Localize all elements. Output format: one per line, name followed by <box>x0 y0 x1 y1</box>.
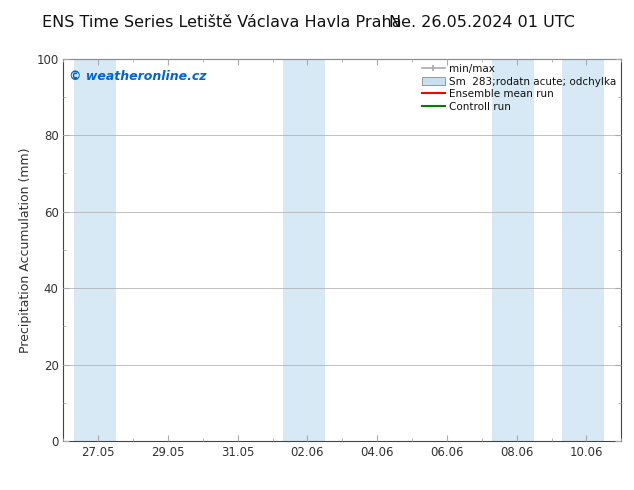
Legend: min/max, Sm  283;rodatn acute; odchylka, Ensemble mean run, Controll run: min/max, Sm 283;rodatn acute; odchylka, … <box>420 62 618 114</box>
Bar <box>562 59 604 441</box>
Bar <box>283 59 325 441</box>
Bar <box>493 59 534 441</box>
Y-axis label: Precipitation Accumulation (mm): Precipitation Accumulation (mm) <box>19 147 32 353</box>
Text: © weatheronline.cz: © weatheronline.cz <box>69 70 207 83</box>
Text: ENS Time Series Letiště Václava Havla Praha: ENS Time Series Letiště Václava Havla Pr… <box>42 15 402 29</box>
Bar <box>74 59 115 441</box>
Text: Ne. 26.05.2024 01 UTC: Ne. 26.05.2024 01 UTC <box>389 15 575 29</box>
